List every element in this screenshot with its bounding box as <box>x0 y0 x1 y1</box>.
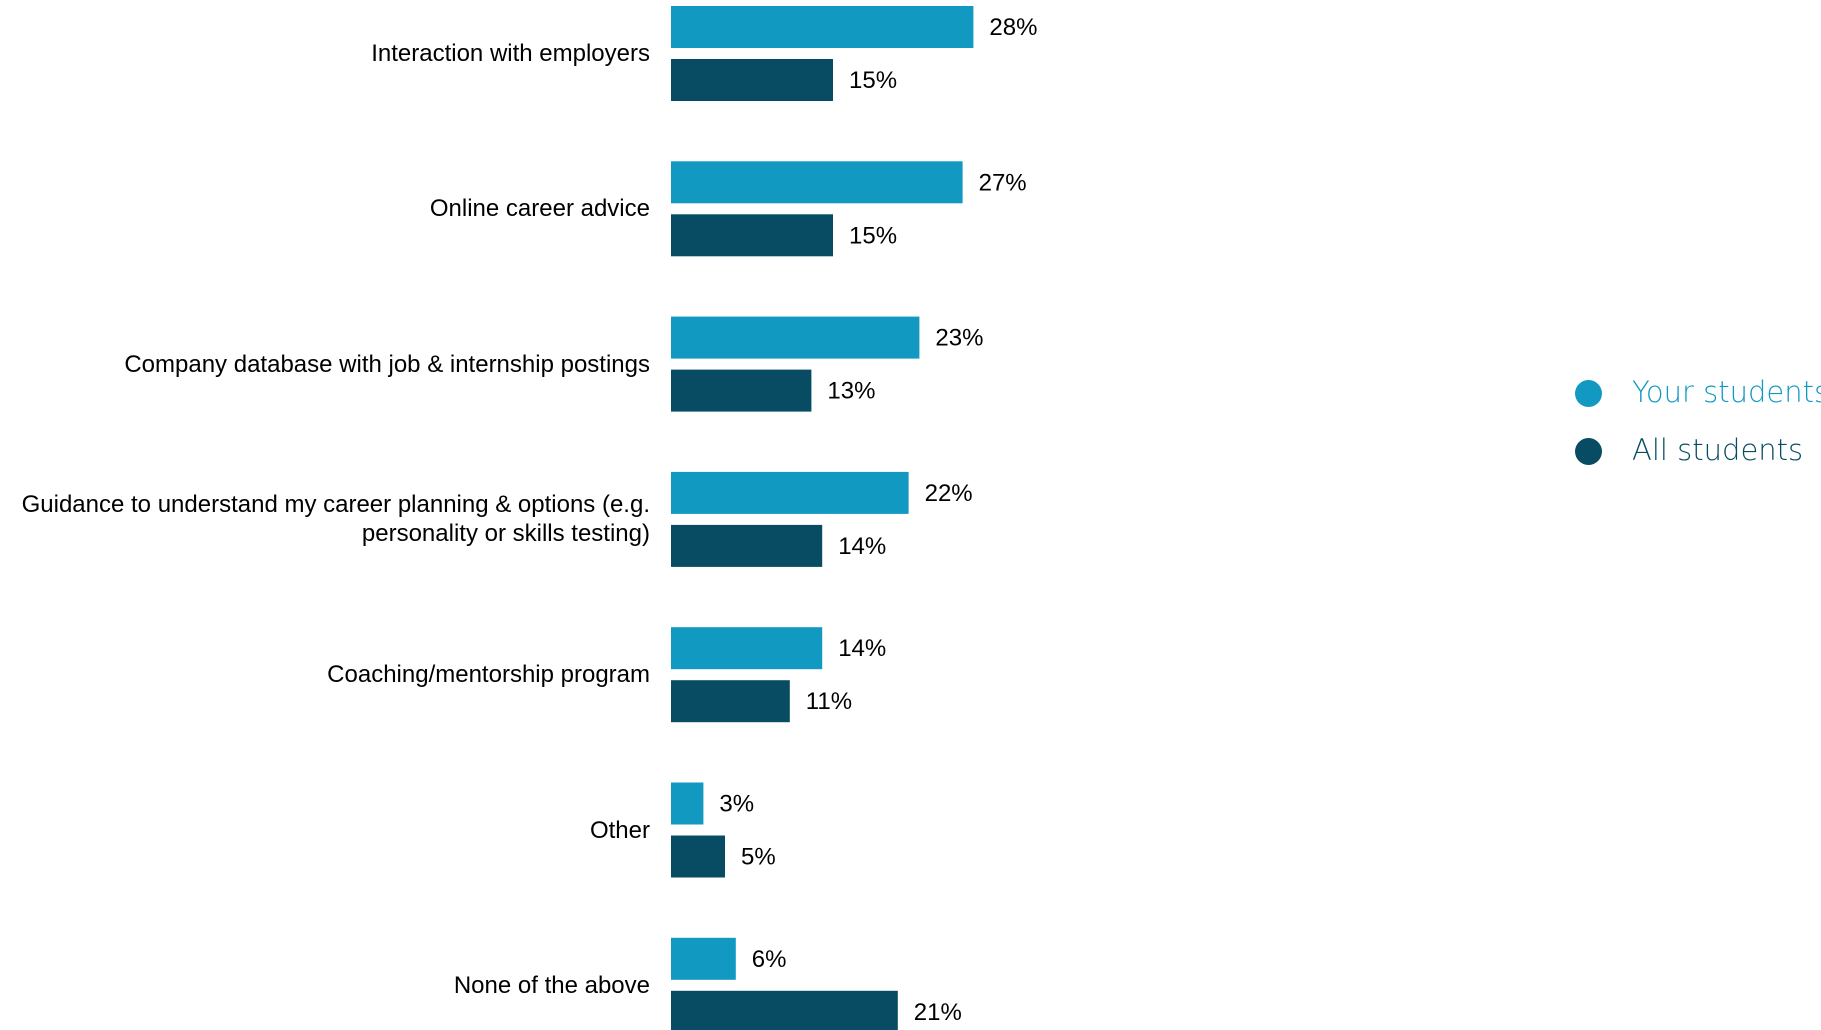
data-label-your-students-5: 3% <box>719 791 754 818</box>
bar-your-students-4 <box>671 627 823 670</box>
legend: Your students All students <box>1570 372 1821 488</box>
data-label-all-students-0: 15% <box>849 67 897 94</box>
data-label-your-students-3: 22% <box>925 480 973 507</box>
category-label-4: Coaching/mentorship program <box>327 661 650 689</box>
data-label-all-students-1: 15% <box>849 222 897 249</box>
data-label-all-students-3: 14% <box>838 533 886 560</box>
category-label-3: Guidance to understand my career plannin… <box>21 491 650 548</box>
data-label-your-students-6: 6% <box>752 946 787 973</box>
data-label-all-students-2: 13% <box>827 378 875 405</box>
data-label-your-students-0: 28% <box>989 14 1037 41</box>
bar-all-students-1 <box>671 214 833 257</box>
bar-all-students-3 <box>671 524 823 567</box>
data-label-all-students-6: 21% <box>914 999 962 1026</box>
category-label-1: Online career advice <box>429 195 650 223</box>
bar-all-students-0 <box>671 59 833 101</box>
bar-all-students-2 <box>671 369 812 412</box>
bar-all-students-6 <box>671 990 898 1030</box>
bar-your-students-2 <box>671 316 920 359</box>
data-label-all-students-5: 5% <box>741 844 776 871</box>
bar-your-students-5 <box>671 782 704 825</box>
legend-marker-all-students <box>1575 438 1602 465</box>
legend-item-all-students: All students <box>1570 430 1815 488</box>
legend-item-your-students: Your students <box>1570 372 1821 430</box>
legend-label-your-students: Your students <box>1632 375 1821 409</box>
bar-your-students-6 <box>671 937 736 980</box>
bar-all-students-4 <box>671 680 790 723</box>
bar-all-students-5 <box>671 835 725 878</box>
bar-your-students-1 <box>671 161 963 204</box>
category-label-0: Interaction with employers <box>371 40 650 67</box>
data-label-your-students-1: 27% <box>979 169 1027 196</box>
data-label-your-students-2: 23% <box>935 325 983 352</box>
legend-marker-your-students <box>1575 380 1602 407</box>
legend-label-all-students: All students <box>1632 433 1804 467</box>
bar-your-students-0 <box>671 6 974 48</box>
data-label-all-students-4: 11% <box>806 688 852 715</box>
data-label-your-students-4: 14% <box>838 635 886 662</box>
bar-your-students-3 <box>671 471 909 514</box>
category-label-5: Other <box>589 816 650 844</box>
category-label-6: None of the above <box>453 971 650 999</box>
category-label-2: Company database with job & internship p… <box>124 350 650 378</box>
